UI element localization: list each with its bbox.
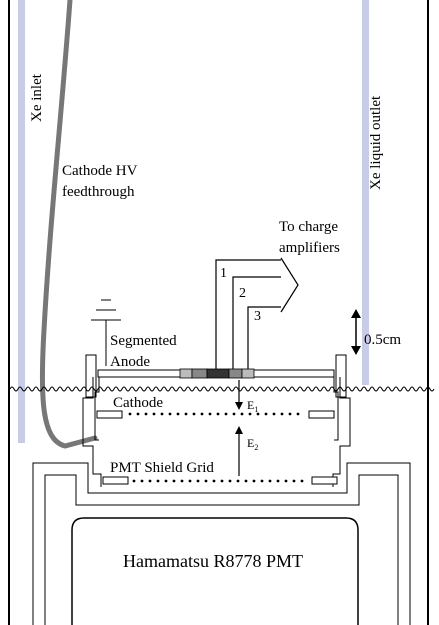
shield-grid-dots bbox=[132, 479, 304, 483]
grid-wire-dot bbox=[176, 412, 180, 416]
anode-label-line2: Anode bbox=[110, 354, 150, 370]
grid-wire-dot bbox=[232, 412, 236, 416]
xe-outlet-pipe bbox=[362, 0, 369, 385]
grid-wire-dot bbox=[268, 479, 272, 483]
grid-wire-dot bbox=[140, 479, 144, 483]
anode-segment bbox=[228, 368, 243, 379]
grid-wire-dot bbox=[188, 479, 192, 483]
grid-wire-dot bbox=[228, 479, 232, 483]
pmt-body bbox=[71, 517, 359, 625]
grid-wire-dot bbox=[240, 412, 244, 416]
grid-wire-dot bbox=[164, 479, 168, 483]
grid-wire-dot bbox=[224, 412, 228, 416]
shield-grid-label: PMT Shield Grid bbox=[110, 460, 214, 476]
cathode-label: Cathode bbox=[113, 395, 163, 411]
grid-wire-dot bbox=[276, 479, 280, 483]
grid-wire-dot bbox=[216, 412, 220, 416]
cathode-grid-dots bbox=[128, 412, 300, 416]
signal-wire-3 bbox=[247, 306, 281, 372]
pmt-label: Hamamatsu R8778 PMT bbox=[123, 551, 303, 571]
e2-arrow bbox=[235, 426, 243, 476]
grid-wire-dot bbox=[212, 479, 216, 483]
gap-marker bbox=[351, 309, 361, 355]
channel-2-label: 2 bbox=[239, 286, 246, 301]
e1-label: E1 bbox=[247, 398, 258, 414]
pmt-housing-outer bbox=[32, 462, 411, 625]
grid-wire-dot bbox=[180, 479, 184, 483]
inner-frame-left-inner bbox=[94, 377, 100, 441]
grid-wire-dot bbox=[192, 412, 196, 416]
grid-wire-dot bbox=[272, 412, 276, 416]
shield-grid-left-ring bbox=[102, 476, 129, 485]
signal-wire-2 bbox=[232, 276, 281, 372]
grid-wire-dot bbox=[184, 412, 188, 416]
grid-wire-dot bbox=[208, 412, 212, 416]
anode-segment bbox=[191, 368, 208, 379]
anode-segment bbox=[241, 368, 255, 379]
cathode-hv-label-line2: feedthrough bbox=[62, 184, 135, 200]
grid-wire-dot bbox=[264, 412, 268, 416]
grid-wire-dot bbox=[148, 479, 152, 483]
channel-1-label: 1 bbox=[220, 266, 227, 281]
grid-wire-dot bbox=[300, 479, 304, 483]
shield-grid-right-ring bbox=[311, 476, 338, 485]
e2-label: E2 bbox=[247, 436, 258, 452]
cathode-left-ring bbox=[96, 410, 123, 419]
inner-frame-right-inner bbox=[333, 377, 339, 441]
grid-wire-dot bbox=[200, 412, 204, 416]
inner-frame-left bbox=[82, 377, 102, 487]
grid-wire-dot bbox=[288, 412, 292, 416]
channel-3-label: 3 bbox=[254, 309, 261, 324]
grid-wire-dot bbox=[260, 479, 264, 483]
ground-symbol bbox=[91, 299, 121, 366]
grid-wire-dot bbox=[252, 479, 256, 483]
grid-wire-dot bbox=[172, 479, 176, 483]
xe-inlet-label: Xe inlet bbox=[29, 73, 45, 122]
grid-wire-dot bbox=[236, 479, 240, 483]
e1-arrow bbox=[235, 380, 243, 410]
grid-wire-dot bbox=[256, 412, 260, 416]
grid-wire-dot bbox=[220, 479, 224, 483]
charge-amp-label-line1: To charge bbox=[279, 219, 338, 235]
grid-wire-dot bbox=[296, 412, 300, 416]
grid-wire-dot bbox=[284, 479, 288, 483]
grid-wire-dot bbox=[292, 479, 296, 483]
left-upper-support bbox=[85, 354, 97, 398]
grid-wire-dot bbox=[152, 412, 156, 416]
amplifier-connector bbox=[280, 257, 299, 313]
right-upper-support bbox=[335, 354, 347, 398]
signal-wire-1 bbox=[215, 259, 281, 372]
grid-wire-dot bbox=[136, 412, 140, 416]
charge-amp-label-line2: amplifiers bbox=[279, 240, 340, 256]
grid-wire-dot bbox=[244, 479, 248, 483]
xe-inlet-pipe bbox=[18, 0, 25, 443]
anode-label-line1: Segmented bbox=[110, 333, 177, 349]
anode-segment bbox=[206, 368, 230, 379]
gap-label: 0.5cm bbox=[364, 332, 401, 348]
grid-wire-dot bbox=[196, 479, 200, 483]
liquid-surface bbox=[9, 386, 435, 392]
grid-wire-dot bbox=[156, 479, 160, 483]
cathode-right-ring bbox=[308, 410, 335, 419]
grid-wire-dot bbox=[168, 412, 172, 416]
cathode-hv-cable bbox=[39, 0, 98, 449]
grid-wire-dot bbox=[132, 479, 136, 483]
cathode-hv-label-line1: Cathode HV bbox=[62, 163, 138, 179]
xe-outlet-label: Xe liquid outlet bbox=[368, 95, 384, 190]
pmt-housing-inner bbox=[44, 474, 399, 625]
grid-wire-dot bbox=[128, 412, 132, 416]
grid-wire-dot bbox=[248, 412, 252, 416]
grid-wire-dot bbox=[144, 412, 148, 416]
anode-segment bbox=[179, 368, 193, 379]
grid-wire-dot bbox=[160, 412, 164, 416]
grid-wire-dot bbox=[280, 412, 284, 416]
grid-wire-dot bbox=[204, 479, 208, 483]
inner-frame-right bbox=[332, 377, 351, 487]
